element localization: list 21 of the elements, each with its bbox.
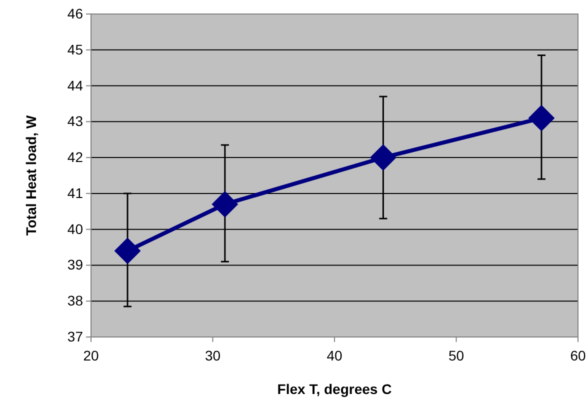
x-tick-label: 60 xyxy=(570,347,586,364)
point xyxy=(528,105,554,132)
point xyxy=(114,238,141,264)
y-tick-label: 43 xyxy=(67,113,84,130)
y-tick-label: 40 xyxy=(67,220,84,237)
y-tick-label: 46 xyxy=(67,5,84,22)
point xyxy=(212,191,238,218)
x-tick-label: 50 xyxy=(448,347,464,364)
x-tick-label: 30 xyxy=(204,347,221,364)
y-tick-label: 37 xyxy=(67,328,84,344)
x-axis-title: Flex T, degrees C xyxy=(277,381,392,397)
y-tick-label: 39 xyxy=(67,256,84,273)
y-tick-label: 44 xyxy=(67,77,84,94)
y-tick-label: 38 xyxy=(67,292,84,309)
x-tick-label: 20 xyxy=(83,347,99,364)
y-axis-title: Total Heat load, W xyxy=(23,114,39,236)
x-tick-label: 40 xyxy=(326,347,342,364)
y-tick-label: 45 xyxy=(67,41,84,58)
y-tick-label: 41 xyxy=(67,184,84,201)
point xyxy=(370,144,396,171)
y-tick-label: 42 xyxy=(67,149,84,166)
